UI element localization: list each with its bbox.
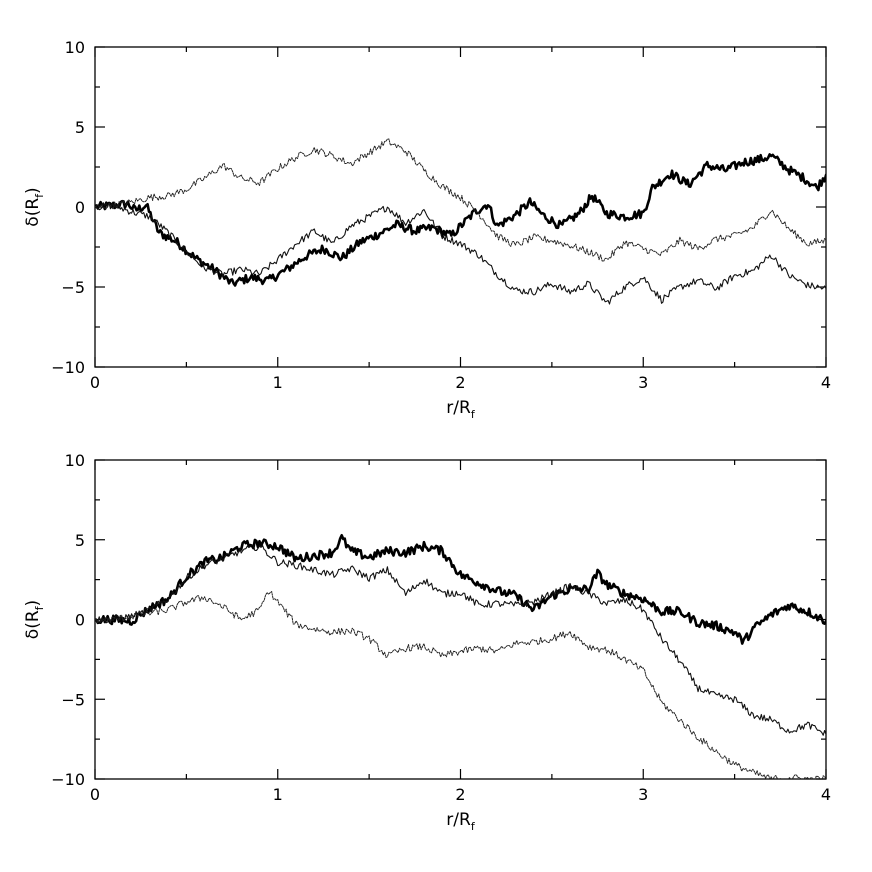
y-axis-title-subscript: f <box>33 193 46 198</box>
x-tick-label: 1 <box>273 785 283 804</box>
y-tick-label: 0 <box>75 198 85 217</box>
x-axis-title: r/Rf <box>446 810 476 833</box>
x-tick-label: 3 <box>638 373 648 392</box>
x-tick-label: 0 <box>90 785 100 804</box>
plot-frame <box>94 459 827 780</box>
y-tick-label: 5 <box>75 531 85 550</box>
series-line-dotted <box>95 591 826 779</box>
y-tick-label: −5 <box>61 690 85 709</box>
series-line-thick <box>95 153 826 287</box>
series-group <box>95 138 826 305</box>
y-tick-label: 10 <box>65 451 85 470</box>
y-axis-title-main: δ(R <box>23 198 43 227</box>
y-tick-label: 5 <box>75 118 85 137</box>
series-line-thin <box>95 202 826 305</box>
y-tick-label: 0 <box>75 611 85 630</box>
y-tick-label: −10 <box>51 358 85 377</box>
y-axis-title-close: ) <box>23 600 43 607</box>
series-line-dotted <box>95 138 826 262</box>
x-tick-label: 1 <box>273 373 283 392</box>
x-axis-title-main: r/R <box>446 398 471 418</box>
x-axis-title: r/Rf <box>446 398 476 421</box>
x-axis-title-main: r/R <box>446 810 471 830</box>
series-line-thick <box>95 533 826 645</box>
y-tick-label: −5 <box>61 278 85 297</box>
plot-frame <box>94 46 827 368</box>
x-tick-label: 0 <box>90 373 100 392</box>
y-axis-title: δ(Rf) <box>23 600 46 639</box>
y-tick-label: −10 <box>51 770 85 789</box>
x-axis-title-subscript: f <box>471 408 476 421</box>
y-axis-title-subscript: f <box>33 605 46 610</box>
y-axis-title-main: δ(R <box>23 610 43 639</box>
x-tick-label: 4 <box>821 785 831 804</box>
y-tick-label: 10 <box>65 38 85 57</box>
x-tick-label: 2 <box>455 373 465 392</box>
y-axis-title: δ(Rf) <box>23 187 46 226</box>
x-tick-label: 4 <box>821 373 831 392</box>
y-axis-title-close: ) <box>23 187 43 194</box>
x-axis-title-subscript: f <box>471 820 476 833</box>
x-tick-label: 2 <box>455 785 465 804</box>
series-line-thin <box>95 544 826 736</box>
x-tick-label: 3 <box>638 785 648 804</box>
series-group <box>95 533 826 779</box>
